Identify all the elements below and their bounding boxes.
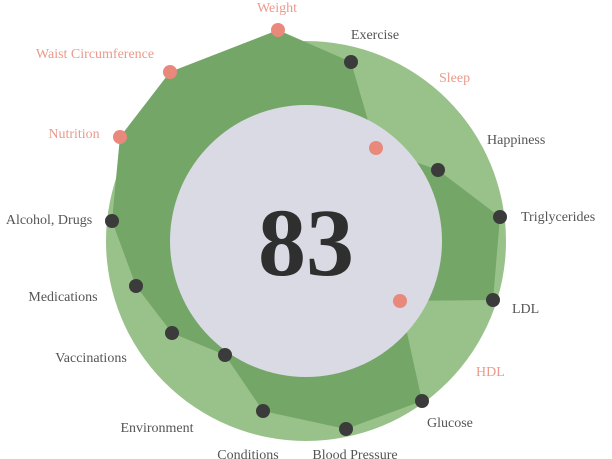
metric-dot-exercise[interactable] — [344, 55, 358, 69]
metric-label-environment[interactable]: Environment — [120, 421, 193, 436]
metric-dots-layer — [105, 23, 507, 436]
metric-dot-glucose[interactable] — [415, 394, 429, 408]
metric-dot-vaccinations[interactable] — [165, 326, 179, 340]
metric-label-medications[interactable]: Medications — [28, 290, 97, 305]
metric-labels-layer: Weight Exercise Sleep Happiness Triglyceride… — [6, 1, 595, 459]
metric-label-waist-circumference[interactable]: Waist Circumference — [36, 47, 154, 62]
metric-dot-environment[interactable] — [218, 348, 232, 362]
overall-score: 83 — [258, 189, 354, 296]
metric-dot-nutrition[interactable] — [113, 130, 127, 144]
metric-label-weight[interactable]: Weight — [257, 1, 297, 16]
metric-dot-waist-circumference[interactable] — [163, 65, 177, 79]
metric-dot-conditions[interactable] — [256, 404, 270, 418]
metric-dot-sleep[interactable] — [369, 141, 383, 155]
metric-label-alcohol-drugs[interactable]: Alcohol, Drugs — [6, 213, 92, 228]
metric-dot-triglycerides[interactable] — [493, 210, 507, 224]
metric-label-blood-pressure[interactable]: Blood Pressure — [312, 448, 397, 459]
metric-dot-alcohol-drugs[interactable] — [105, 214, 119, 228]
metric-label-hdl[interactable]: HDL — [476, 365, 505, 380]
metric-dot-hdl[interactable] — [393, 294, 407, 308]
metric-dot-blood-pressure[interactable] — [339, 422, 353, 436]
metric-label-sleep[interactable]: Sleep — [439, 71, 470, 86]
metric-dot-happiness[interactable] — [431, 163, 445, 177]
metric-label-ldl[interactable]: LDL — [512, 302, 539, 317]
inner-score-circle — [170, 105, 442, 377]
metric-dot-medications[interactable] — [129, 279, 143, 293]
metric-label-happiness[interactable]: Happiness — [487, 133, 545, 148]
metric-label-nutrition[interactable]: Nutrition — [48, 127, 99, 142]
metric-label-glucose[interactable]: Glucose — [427, 416, 473, 431]
metric-dot-weight[interactable] — [271, 23, 285, 37]
metric-label-exercise[interactable]: Exercise — [351, 28, 399, 43]
metric-label-vaccinations[interactable]: Vaccinations — [55, 351, 127, 366]
metric-dot-ldl[interactable] — [486, 293, 500, 307]
metric-label-triglycerides[interactable]: Triglycerides — [521, 210, 595, 225]
metric-label-conditions[interactable]: Conditions — [217, 448, 278, 459]
